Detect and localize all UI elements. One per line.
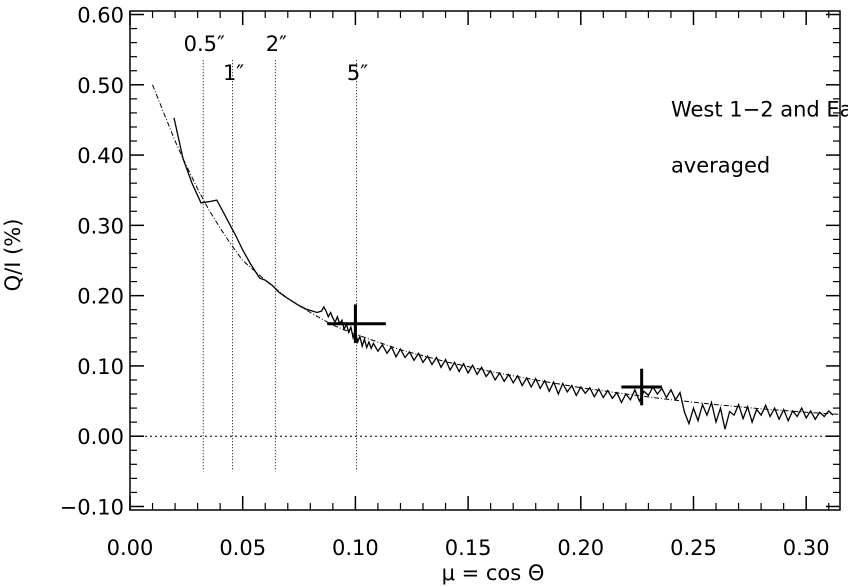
vertical-marker-label: 0.5″ xyxy=(184,32,225,56)
x-tick-label: 0.05 xyxy=(219,536,266,560)
y-tick-label: 0.40 xyxy=(77,144,124,168)
y-tick-label: 0.10 xyxy=(77,355,124,379)
reference-lines: 0.5″ 1″ 2″ 5″ xyxy=(130,32,840,472)
x-axis-title: μ = cos Θ xyxy=(442,561,545,585)
y-tick-label: 0.50 xyxy=(77,74,124,98)
x-tick-label: 0.00 xyxy=(107,536,154,560)
y-axis-title: Q/I (%) xyxy=(1,219,25,292)
vertical-marker-label: 2″ xyxy=(266,32,287,56)
y-tick-label: −0.10 xyxy=(60,495,124,519)
y-tick-label: 0.20 xyxy=(77,285,124,309)
axis-ticks xyxy=(129,11,840,510)
vertical-marker-label: 5″ xyxy=(347,61,368,85)
annotation-title-line: West 1−2 and East 1−2 xyxy=(671,97,848,121)
series-group xyxy=(152,84,841,430)
x-tick-label: 0.15 xyxy=(445,536,492,560)
fit-curve-line xyxy=(152,84,841,415)
error-crosses xyxy=(327,304,662,406)
data-series-line xyxy=(173,117,834,430)
plot-border xyxy=(129,10,841,511)
x-tick-label: 0.30 xyxy=(783,536,830,560)
annotation-averaged: averaged xyxy=(671,154,770,178)
y-tick-label: 0.00 xyxy=(77,425,124,449)
vertical-marker-label: 1″ xyxy=(223,61,244,85)
y-tick-label: 0.60 xyxy=(77,4,124,28)
x-tick-label: 0.25 xyxy=(670,536,717,560)
x-tick-label: 0.20 xyxy=(557,536,604,560)
plot-frame xyxy=(129,10,841,511)
x-tick-label: 0.10 xyxy=(332,536,379,560)
tick-labels: 0.00 0.05 0.10 0.15 0.20 0.25 0.30 −0.10 0.00 0.1… xyxy=(60,4,830,560)
y-tick-label: 0.30 xyxy=(77,214,124,238)
